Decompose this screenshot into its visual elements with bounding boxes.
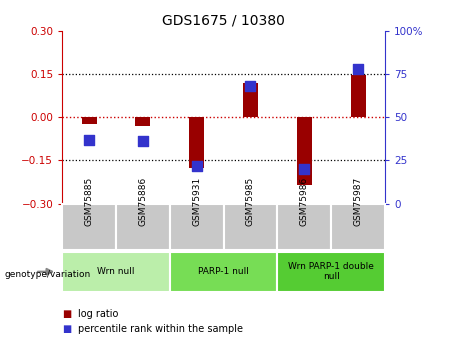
Text: ■: ■ [62, 325, 71, 334]
Text: log ratio: log ratio [78, 309, 119, 319]
Text: GSM75985: GSM75985 [246, 177, 255, 226]
Point [193, 163, 201, 168]
Text: percentile rank within the sample: percentile rank within the sample [78, 325, 243, 334]
Bar [189, 117, 204, 168]
FancyBboxPatch shape [331, 204, 385, 250]
Bar [82, 117, 97, 125]
Text: GSM75986: GSM75986 [300, 177, 309, 226]
Point [85, 137, 93, 142]
Point [139, 139, 147, 144]
Text: ■: ■ [62, 309, 71, 319]
Text: Wrn null: Wrn null [97, 267, 135, 276]
FancyBboxPatch shape [116, 204, 170, 250]
FancyBboxPatch shape [278, 252, 385, 292]
Bar [243, 83, 258, 117]
Text: Wrn PARP-1 double
null: Wrn PARP-1 double null [288, 262, 374, 282]
Bar [136, 117, 150, 126]
Text: genotype/variation: genotype/variation [5, 270, 91, 279]
Bar [297, 117, 312, 185]
Point [247, 83, 254, 89]
FancyBboxPatch shape [224, 204, 278, 250]
Point [301, 166, 308, 172]
Text: GSM75987: GSM75987 [354, 177, 362, 226]
FancyBboxPatch shape [62, 252, 170, 292]
FancyBboxPatch shape [62, 204, 116, 250]
FancyBboxPatch shape [278, 204, 331, 250]
Text: GSM75885: GSM75885 [85, 177, 94, 226]
Text: GSM75931: GSM75931 [192, 177, 201, 226]
Title: GDS1675 / 10380: GDS1675 / 10380 [162, 13, 285, 27]
FancyBboxPatch shape [170, 204, 224, 250]
Text: GSM75886: GSM75886 [138, 177, 148, 226]
Point [355, 66, 362, 72]
FancyBboxPatch shape [170, 252, 278, 292]
Bar [350, 75, 366, 117]
Text: PARP-1 null: PARP-1 null [198, 267, 249, 276]
